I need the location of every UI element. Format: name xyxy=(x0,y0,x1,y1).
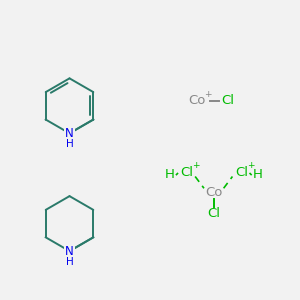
Text: H: H xyxy=(253,168,263,181)
Text: Cl: Cl xyxy=(180,166,193,179)
Text: +: + xyxy=(247,161,255,170)
Text: N: N xyxy=(65,127,74,140)
Text: Co: Co xyxy=(205,186,223,199)
Text: +: + xyxy=(192,161,200,170)
Text: Co: Co xyxy=(188,94,206,107)
Text: N: N xyxy=(65,244,74,258)
Text: Cl: Cl xyxy=(207,207,220,220)
Text: H: H xyxy=(66,139,74,149)
Text: H: H xyxy=(66,257,74,267)
Text: Cl: Cl xyxy=(235,166,248,179)
Text: Cl: Cl xyxy=(221,94,234,107)
Text: +: + xyxy=(204,90,212,99)
Text: H: H xyxy=(165,168,175,181)
